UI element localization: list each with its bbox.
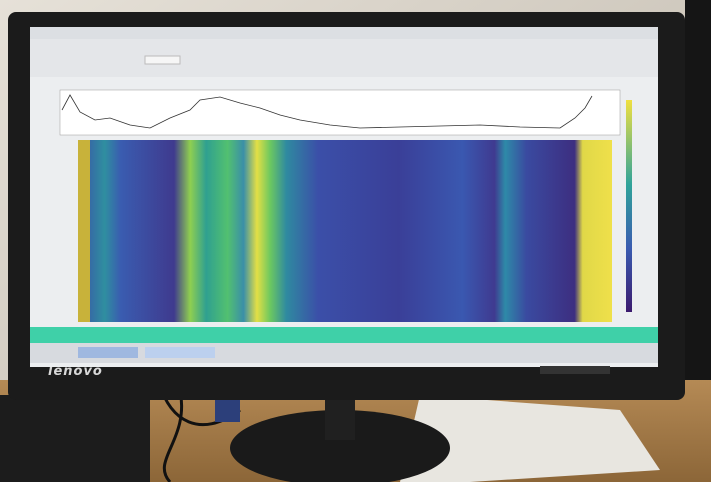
colorbar (626, 100, 632, 312)
toolbar (30, 39, 658, 77)
photo: lenovo (0, 0, 711, 482)
stripe-column (78, 140, 90, 322)
monitor-buttons (540, 366, 610, 374)
taskbar-item (145, 347, 215, 358)
body: lenovo (() => { const data = JSON.parse(… (0, 0, 711, 482)
trace-plot (60, 90, 620, 135)
window-titlebar (30, 27, 658, 39)
status-bar (30, 327, 658, 343)
pc-case (0, 395, 150, 482)
page: {"monitor": {"brand": "lenovo"}} html, b… (0, 0, 711, 482)
vga-plug (215, 400, 240, 422)
taskbar-item (78, 347, 138, 358)
spectrogram (78, 140, 612, 322)
active-tab (145, 56, 180, 64)
